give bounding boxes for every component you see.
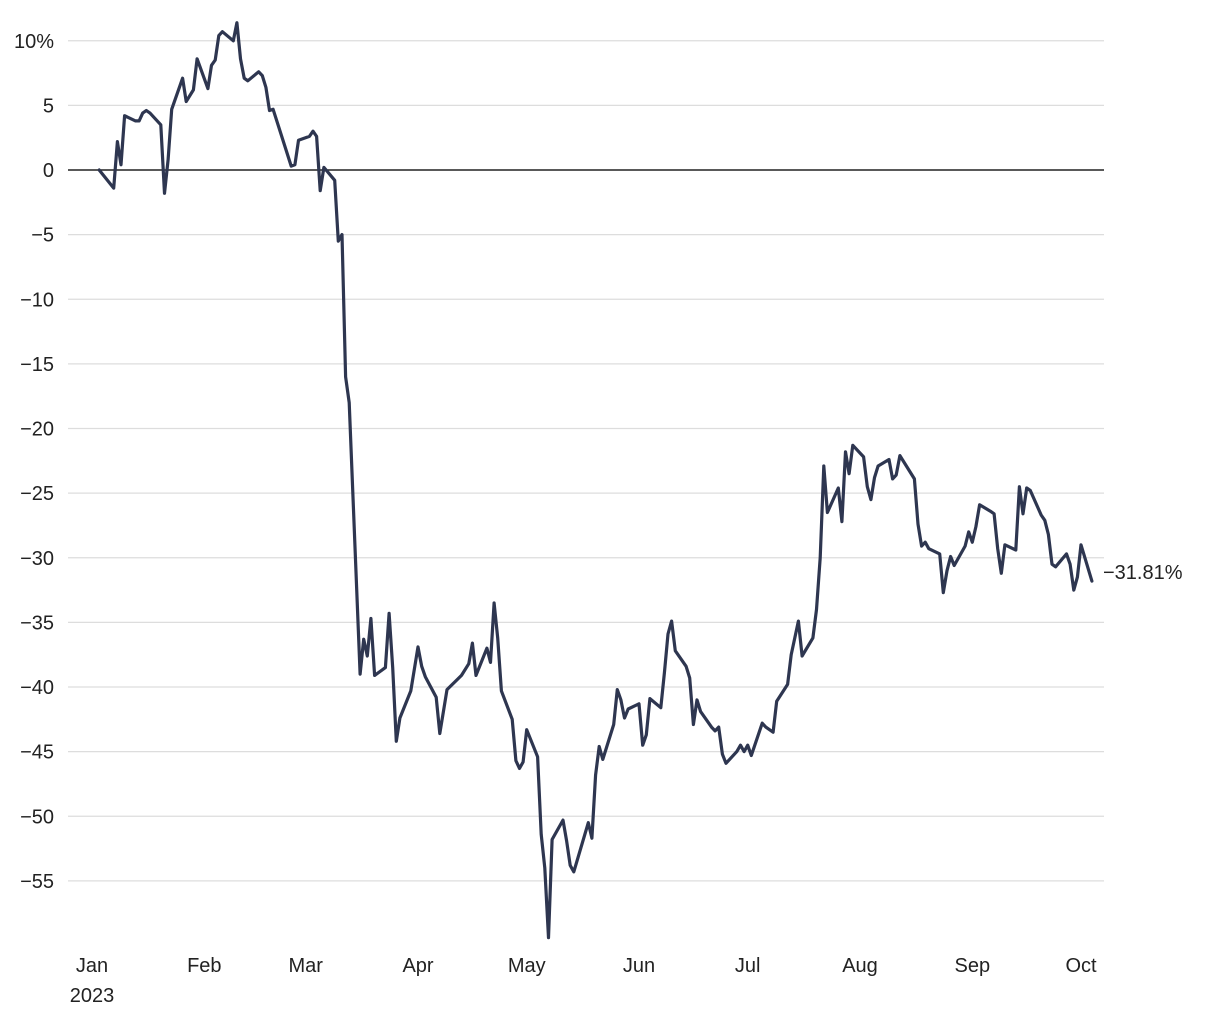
- y-tick-label: 5: [43, 95, 54, 117]
- y-tick-label: 0: [43, 160, 54, 182]
- x-tick-label: Mar: [289, 955, 324, 977]
- x-tick-label: Jan: [76, 955, 108, 977]
- y-tick-label: −55: [20, 871, 54, 893]
- x-tick-label: Jun: [623, 955, 655, 977]
- x-tick-label: Aug: [842, 955, 878, 977]
- x-tick-label: Oct: [1065, 955, 1097, 977]
- y-tick-label: −15: [20, 354, 54, 376]
- y-tick-label: −5: [31, 225, 54, 247]
- y-axis-ticks: 10% 5 0 −5 −10 −15 −20 −25 −30 −35 −40 −45 −50 −55: [14, 31, 54, 893]
- y-tick-label: −45: [20, 742, 54, 764]
- y-tick-label: −30: [20, 548, 54, 570]
- y-tick-label: −35: [20, 612, 54, 634]
- y-tick-label: −40: [20, 677, 54, 699]
- x-tick-label: Apr: [402, 955, 433, 977]
- end-value-label: −31.81%: [1103, 562, 1183, 584]
- gridlines: [68, 40, 1104, 882]
- x-axis-ticks: Jan 2023 Feb Mar Apr May Jun Jul Aug Sep Oct: [70, 955, 1097, 1007]
- series-line: [97, 21, 1094, 940]
- y-tick-label: 10%: [14, 31, 54, 53]
- y-tick-label: −10: [20, 289, 54, 311]
- x-tick-label: Jul: [735, 955, 761, 977]
- x-tick-label: Feb: [187, 955, 221, 977]
- x-tick-label: May: [508, 955, 546, 977]
- y-tick-label: −25: [20, 483, 54, 505]
- y-tick-label: −50: [20, 806, 54, 828]
- x-tick-label: Sep: [955, 955, 991, 977]
- x-tick-year-label: 2023: [70, 985, 115, 1007]
- y-tick-label: −20: [20, 419, 54, 441]
